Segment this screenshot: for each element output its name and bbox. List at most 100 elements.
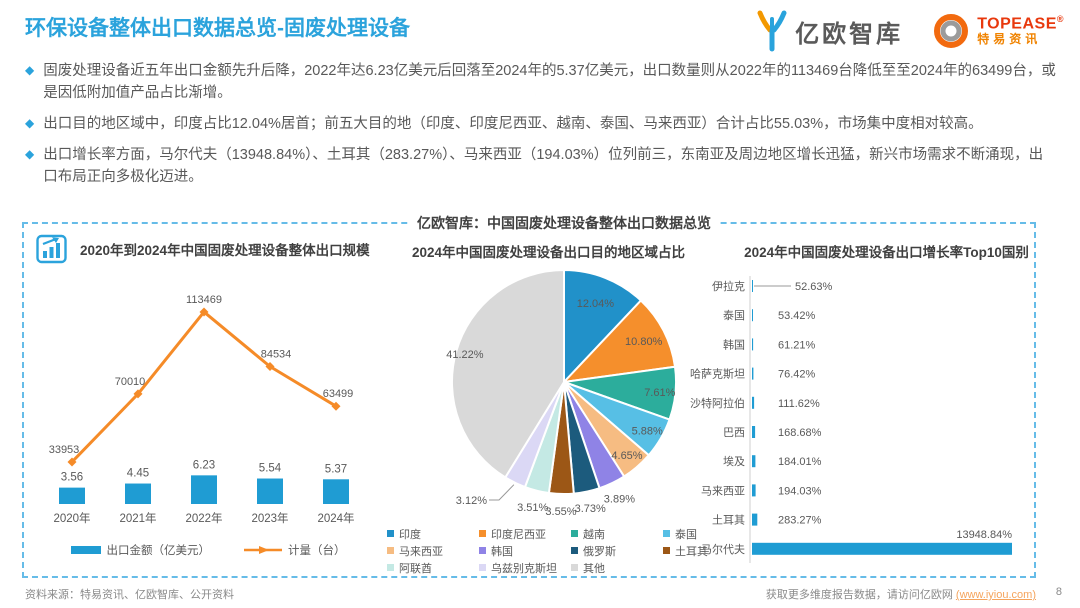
bar-4 [323,479,349,504]
hbar-value-label: 53.42% [778,310,816,322]
legend-label: 印度尼西亚 [491,528,546,541]
combo-chart-title: 2020年到2024年中国固废处理设备整体出口规模 [80,243,370,258]
pie-percent-label: 7.61% [644,387,675,399]
bullet-text: 出口增长率方面，马尔代夫（13948.84%）、土耳其（283.27%）、马来西… [43,147,1044,186]
hbar-9 [752,542,1012,555]
pie-slice-10 [450,269,565,479]
line-legend-swatch [244,546,282,554]
pie-legend-item-1: 印度尼西亚 [479,525,571,542]
pie-legend-item-10: 其他 [571,559,663,576]
bar-value-label: 5.37 [325,463,347,475]
pie-legend-item-9: 乌兹别克斯坦 [479,559,571,576]
bar-value-label: 5.54 [259,463,282,475]
bullet-item: ◆ 固废处理设备近五年出口金额先升后降，2022年达6.23亿美元后回落至202… [25,60,1057,104]
hbar-8 [752,513,758,526]
hbar-3 [752,367,754,380]
country-label: 巴西 [723,427,745,439]
country-label: 伊拉克 [712,279,745,293]
pie-percent-label: 3.51% [517,502,548,514]
bar-chart-icon [36,234,67,264]
line-value-label: 63499 [323,388,354,400]
pie-legend-item-3: 泰国 [663,525,749,542]
bar-2 [191,475,217,504]
legend-label: 泰国 [675,528,697,541]
combo-chart-legend: 出口金额（亿美元） 计量（台） [24,542,392,558]
bullet-text: 出口目的地区域中，印度占比12.04%居首；前五大目的地（印度、印度尼西亚、越南… [43,116,983,133]
line-point-3 [265,362,275,372]
pie-legend-item-8: 阿联酋 [387,559,479,576]
line-value-label: 70010 [115,376,146,388]
legend-label: 阿联酋 [399,562,432,575]
pie-percent-label: 41.22% [446,349,484,361]
footer-note: 获取更多维度报告数据，请访问亿欧网 (www.iyiou.com) [766,586,1036,602]
pie-slice-1 [563,299,676,383]
hbar-value-label: 283.27% [778,515,822,527]
source-note: 资料来源：特易资讯、亿欧智库、公开资料 [25,589,234,601]
iyiou-link[interactable]: (www.iyiou.com) [955,589,1036,601]
pie-percent-label: 12.04% [577,298,615,310]
pie-percent-label: 3.89% [604,493,635,505]
pie-legend-item-6: 俄罗斯 [571,542,663,559]
legend-label: 俄罗斯 [583,545,616,558]
hbar-5 [752,426,756,438]
hbar-value-label: 76.42% [778,369,816,381]
pie-legend-item-7: 土耳其 [663,542,749,559]
legend-color-swatch [479,564,486,571]
country-label: 沙特阿拉伯 [690,396,745,410]
legend-label: 计量（台） [288,545,346,557]
legend-color-swatch [479,530,486,537]
hbar-value-label: 168.68% [778,427,822,439]
x-axis-label: 2021年 [119,511,156,525]
pie-percent-label: 4.65% [611,450,642,462]
x-axis-label: 2022年 [185,511,222,525]
country-label: 哈萨克斯坦 [690,367,745,381]
pie-legend-item-2: 越南 [571,525,663,542]
legend-color-swatch [571,530,578,537]
hbar-value-label: 184.01% [778,456,822,468]
eo-intelligence-logo: 亿欧智库 [754,10,903,52]
legend-color-swatch [571,547,578,554]
x-axis-label: 2024年 [317,511,354,525]
bullet-item: ◆ 出口增长率方面，马尔代夫（13948.84%）、土耳其（283.27%）、马… [25,144,1057,188]
eo-logo-text: 亿欧智库 [795,20,904,48]
pie-percent-label: 3.12% [456,495,487,507]
hbar-value-label: 111.62% [778,398,820,410]
header-logos: 亿欧智库 TOPEASE® 特易资讯 [754,10,1064,52]
growth-top10-chart: 伊拉克 52.63% 泰国 53.42% 韩国 61.21% 哈萨克斯坦 76.42% 沙特阿拉… [690,276,1012,563]
panel-heading-text: 亿欧智库：中国固废处理设备整体出口数据总览 [409,213,719,233]
hbar-chart-title: 2024年中国固废处理设备出口增长率Top10国别 [744,245,1029,260]
destination-share-pie: 12.04%10.80%7.61%5.88%4.65%3.89%3.73%3.5… [446,268,678,518]
x-axis-label: 2020年 [53,511,90,525]
panel-heading: 亿欧智库：中国固废处理设备整体出口数据总览 [384,213,744,233]
pie-slice-0 [563,268,642,383]
legend-color-swatch [387,530,394,537]
legend-color-swatch [663,530,670,537]
legend-color-swatch [663,547,670,554]
country-label: 马来西亚 [701,484,745,497]
legend-item-export-count: 计量（台） [244,542,346,558]
legend-color-swatch [387,564,394,571]
legend-label: 乌兹别克斯坦 [491,562,557,575]
pie-legend-item-5: 韩国 [479,542,571,559]
legend-item-export-value: 出口金额（亿美元） [70,542,211,558]
bar-legend-swatch [70,546,101,554]
bullet-text: 固废处理设备近五年出口金额先升后降，2022年达6.23亿美元后回落至2024年… [43,63,1056,102]
charts-panel: 亿欧智库：中国固废处理设备整体出口数据总览 2020年到2024年中国固废处理设… [22,213,1036,578]
page-number: 8 [1055,586,1062,598]
bar-value-label: 6.23 [193,459,215,471]
hbar-1 [752,309,753,322]
topease-logo-text: TOPEASE® 特易资讯 [977,14,1064,46]
topease-name: TOPEASE [977,15,1057,33]
legend-label: 其他 [583,562,605,575]
line-point-1 [133,389,143,399]
pie-percent-label: 10.80% [625,336,663,348]
hbar-value-label: 13948.84% [956,529,1012,541]
line-point-4 [331,401,341,411]
page-title: 环保设备整体出口数据总览-固废处理设备 [25,17,410,40]
eo-y-icon [757,10,787,52]
legend-color-swatch [387,547,394,554]
legend-color-swatch [479,547,486,554]
legend-label: 出口金额（亿美元） [106,545,211,557]
bullet-item: ◆ 出口目的地区域中，印度占比12.04%居首；前五大目的地（印度、印度尼西亚、… [25,113,1057,135]
